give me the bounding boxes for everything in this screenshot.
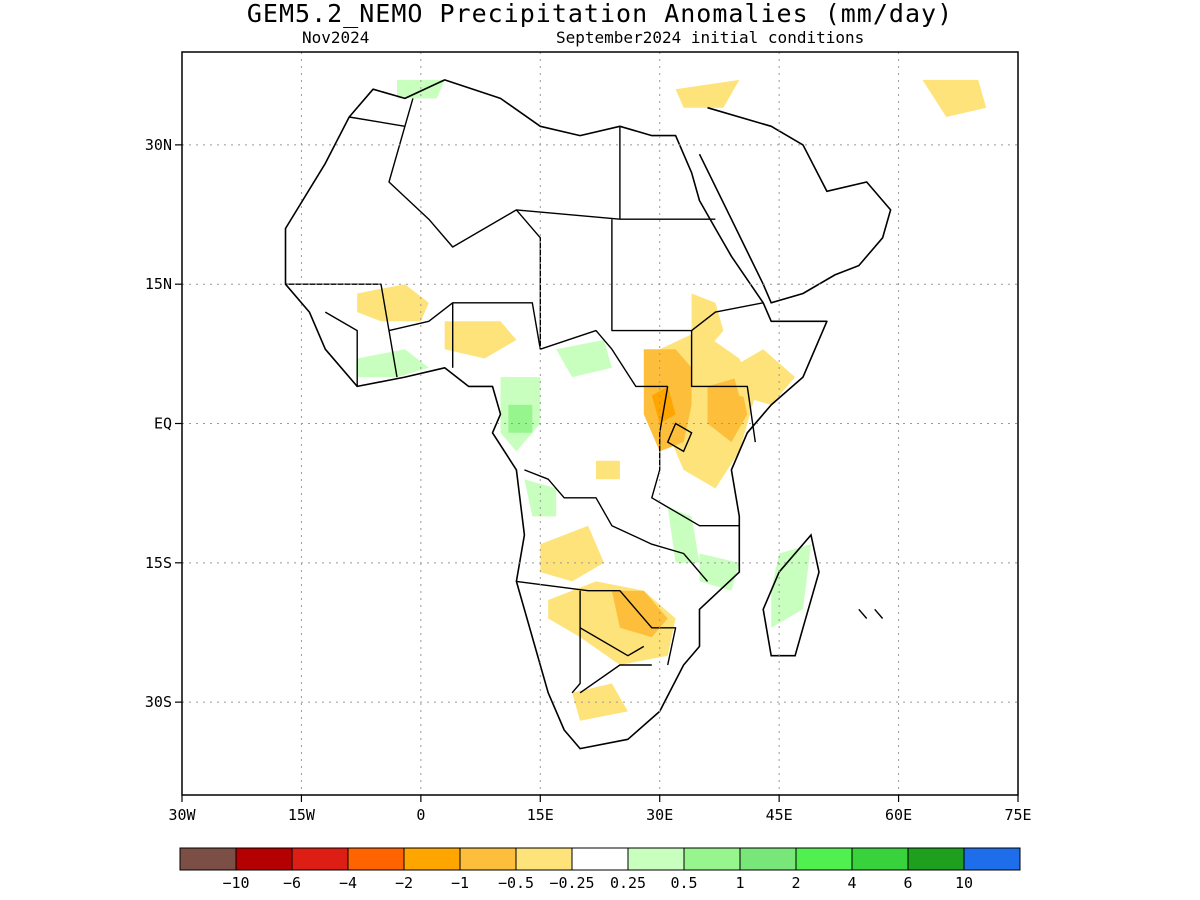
country-border-7 xyxy=(388,330,398,378)
anomaly-region-3 xyxy=(651,386,676,424)
country-border-1 xyxy=(388,126,620,248)
madagascar-coastline xyxy=(762,533,820,657)
colorbar-label: 1 xyxy=(735,874,744,892)
colorbar-label: 0.5 xyxy=(670,874,697,892)
colorbar-label: −0.5 xyxy=(498,874,534,892)
forecast-month: Nov2024 xyxy=(302,28,370,47)
colorbar: −10 −6 −4 −2 −1 −0.5 −0.25 0.25 0.5 1 2 4 6 10 xyxy=(179,847,1021,892)
y-tick-label: 30S xyxy=(145,693,172,711)
y-tick-label: 15S xyxy=(145,554,172,572)
anomaly-region-14 xyxy=(922,79,987,117)
x-tick-label: 75E xyxy=(1004,806,1031,824)
colorbar-swatch xyxy=(291,847,349,871)
anomaly-region-4 xyxy=(691,293,724,350)
colorbar-swatch xyxy=(347,847,405,871)
x-tick-label: 0 xyxy=(416,806,425,824)
y-tick-label: EQ xyxy=(154,415,172,433)
anomaly-region-22 xyxy=(397,79,445,99)
anomaly-region-23 xyxy=(508,404,533,433)
colorbar-label: 6 xyxy=(903,874,912,892)
anomaly-region-21 xyxy=(771,544,811,628)
initial-conditions-label: September2024 initial conditions xyxy=(556,28,865,47)
anomaly-region-11 xyxy=(444,321,517,359)
country-border-12 xyxy=(651,386,740,527)
anomaly-region-9 xyxy=(572,683,628,721)
colorbar-label: −10 xyxy=(222,874,249,892)
y-tick-label: 30N xyxy=(145,136,172,154)
country-border-10 xyxy=(611,219,764,332)
x-tick-label: 30W xyxy=(168,806,196,824)
anomaly-region-13 xyxy=(675,79,740,108)
country-border-14 xyxy=(516,580,677,666)
colorbar-swatch xyxy=(683,847,741,871)
anomaly-region-10 xyxy=(357,284,429,322)
colorbar-label: 0.25 xyxy=(610,874,646,892)
country-border-15 xyxy=(571,590,581,694)
colorbar-swatch xyxy=(403,847,461,871)
colorbar-label: −6 xyxy=(283,874,301,892)
country-border-17 xyxy=(579,664,652,694)
colorbar-label: −0.25 xyxy=(549,874,594,892)
africa-coastline xyxy=(284,79,828,750)
colorbar-swatch xyxy=(515,847,573,871)
country-border-11 xyxy=(690,330,756,443)
country-border-16 xyxy=(579,627,645,657)
map-frame xyxy=(181,51,1019,796)
colorbar-swatch xyxy=(907,847,965,871)
colorbar-swatch xyxy=(235,847,293,871)
anomaly-region-16 xyxy=(556,339,612,378)
colorbar-label: −4 xyxy=(339,874,357,892)
colorbar-swatch xyxy=(963,847,1021,871)
colorbar-swatch xyxy=(179,847,237,871)
country-border-8 xyxy=(324,311,358,387)
island-outline-1 xyxy=(874,608,884,619)
x-tick-label: 45E xyxy=(766,806,793,824)
anomaly-region-12 xyxy=(596,460,620,480)
colorbar-label: 4 xyxy=(847,874,856,892)
island-outline-0 xyxy=(858,608,868,619)
colorbar-swatch xyxy=(459,847,517,871)
colorbar-label: −1 xyxy=(451,874,469,892)
country-border-5 xyxy=(285,283,541,350)
x-tick-label: 60E xyxy=(885,806,912,824)
anomaly-region-20 xyxy=(699,553,740,591)
x-tick-label: 15E xyxy=(527,806,554,824)
y-tick-label: 15N xyxy=(145,275,172,293)
x-tick-label: 30E xyxy=(646,806,673,824)
colorbar-swatch xyxy=(851,847,909,871)
anomaly-region-18 xyxy=(524,479,557,517)
map-title: GEM5.2_NEMO Precipitation Anomalies (mm/… xyxy=(246,0,954,28)
x-tick-label: 15W xyxy=(288,806,316,824)
anomaly-region-6 xyxy=(540,525,604,582)
colorbar-swatch xyxy=(739,847,797,871)
colorbar-label: 10 xyxy=(955,874,973,892)
map-plot-area xyxy=(284,79,987,750)
grid-lines xyxy=(182,52,1018,795)
colorbar-label: −2 xyxy=(395,874,413,892)
colorbar-swatch xyxy=(795,847,853,871)
lake-victoria-outline xyxy=(666,422,693,453)
axis-ticks: 30W 15W 0 15E 30E 45E 60E 75E 30N 15N EQ 15S 30S xyxy=(145,136,1032,824)
colorbar-label: 2 xyxy=(791,874,800,892)
colorbar-swatch xyxy=(627,847,685,871)
country-border-9 xyxy=(540,329,668,388)
anomaly-region-17 xyxy=(357,349,429,378)
colorbar-swatch xyxy=(571,847,629,871)
anomaly-region-2 xyxy=(707,377,748,443)
arabia-coastline xyxy=(698,106,892,304)
country-border-13 xyxy=(524,469,709,582)
country-border-0 xyxy=(349,98,414,128)
